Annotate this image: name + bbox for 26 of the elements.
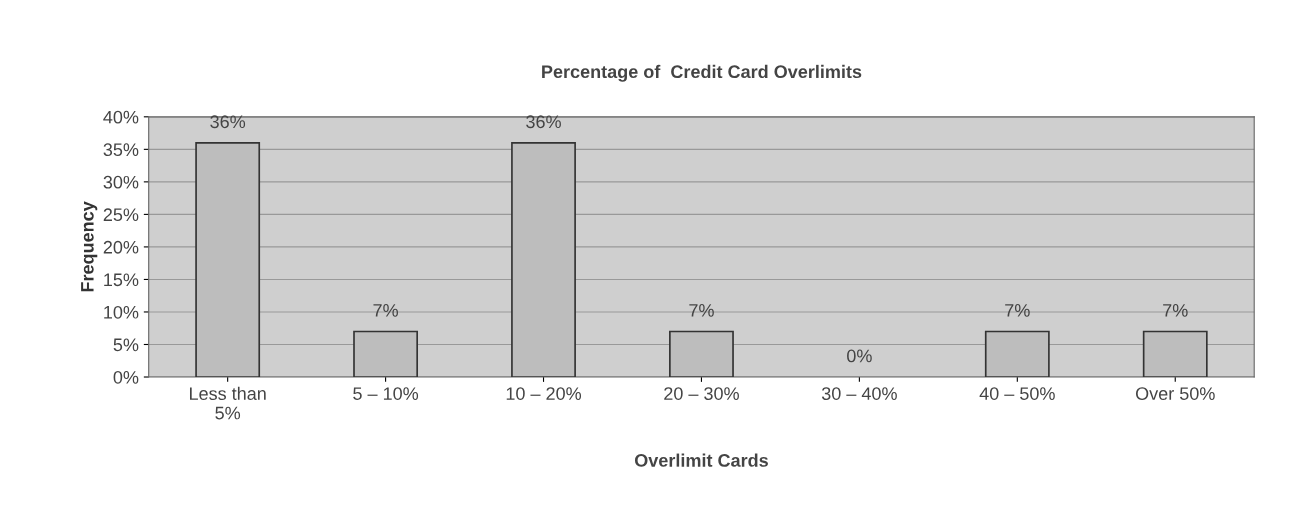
data-label: 36% xyxy=(526,115,561,129)
y-tick-label: 0% xyxy=(113,370,139,384)
chart-title: Percentage of Credit Card Overlimits xyxy=(542,64,862,82)
data-label: 0% xyxy=(847,349,872,363)
y-tick-label: 5% xyxy=(113,338,139,352)
x-tick-label: Less than 5% xyxy=(190,386,266,420)
y-tick-label: 10% xyxy=(104,305,139,319)
x-tick-label: 5 – 10% xyxy=(353,387,419,400)
y-tick-label: 35% xyxy=(103,143,139,157)
data-label: 7% xyxy=(1005,304,1030,317)
x-tick-label: 30 – 40% xyxy=(821,387,897,400)
x-axis-title: Overlimit Cards xyxy=(634,453,768,467)
data-label: 7% xyxy=(1163,304,1188,317)
y-tick-label: 15% xyxy=(104,273,139,287)
data-label: 7% xyxy=(689,304,714,317)
x-tick-label: Over 50% xyxy=(1135,387,1215,400)
y-tick-label: 20% xyxy=(103,240,139,254)
y-tick-label: 30% xyxy=(103,175,139,189)
y-axis-title: Frequency xyxy=(81,201,98,292)
x-tick-label: 10 – 20% xyxy=(506,387,582,400)
data-label: 7% xyxy=(373,304,398,317)
x-tick-label: 40 – 50% xyxy=(979,387,1055,400)
y-tick-label: 25% xyxy=(103,208,139,222)
data-label: 36% xyxy=(210,115,246,129)
x-tick-label: 20 – 30% xyxy=(664,387,739,400)
y-tick-label: 40% xyxy=(103,110,139,124)
